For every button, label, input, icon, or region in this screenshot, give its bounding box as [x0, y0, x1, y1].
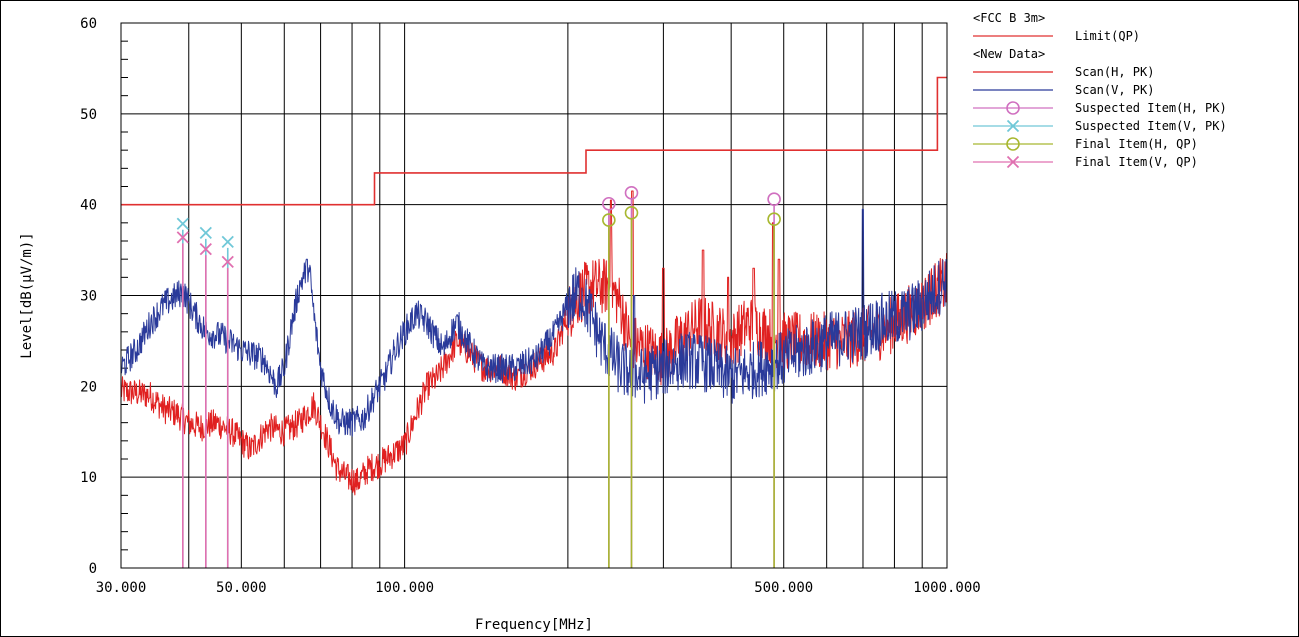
- legend-label: Final Item(H, QP): [1075, 137, 1198, 151]
- x-marker: [199, 226, 212, 239]
- x-tick-labels: 30.000 50.000 100.000 500.000 1000.000: [96, 580, 981, 596]
- circle-marker: [624, 206, 639, 220]
- legend-label: Scan(H, PK): [1075, 65, 1154, 79]
- y-tick-label: 20: [80, 379, 97, 395]
- circle-marker: [602, 196, 616, 211]
- markers-final-item-v-qp: [176, 231, 234, 568]
- y-tick-label: 60: [80, 16, 97, 32]
- legend-label: Suspected Item(V, PK): [1075, 119, 1227, 133]
- series-layer: [120, 76, 948, 568]
- x-marker: [221, 255, 234, 269]
- y-tick-labels: 0 10 20 30 40 50 60: [80, 16, 97, 577]
- x-axis-title: Frequency[MHz]: [475, 617, 593, 633]
- x-tick-label: 1000.000: [913, 580, 980, 596]
- circle-marker: [602, 213, 616, 227]
- legend-circle-marker: [1006, 137, 1020, 151]
- markers-final-item-h-qp: [602, 206, 781, 568]
- legend-label: Scan(V, PK): [1075, 83, 1154, 97]
- grid-lines: [121, 22, 947, 569]
- legend-label: Suspected Item(H, PK): [1075, 101, 1227, 115]
- legend-header: <New Data>: [973, 47, 1045, 61]
- x-marker: [199, 243, 212, 256]
- y-tick-label: 50: [80, 107, 97, 123]
- legend-label: Limit(QP): [1075, 29, 1140, 43]
- circle-marker: [767, 212, 781, 226]
- y-tick-label: 0: [89, 561, 97, 577]
- legend-x-marker: [1006, 119, 1020, 133]
- plot-border: [120, 22, 948, 569]
- limit-line-qp: [121, 76, 947, 206]
- x-marker: [176, 217, 189, 230]
- x-marker: [221, 235, 234, 249]
- x-marker: [176, 231, 189, 244]
- x-tick-label: 100.000: [375, 580, 434, 596]
- legend-label: Final Item(V, QP): [1075, 155, 1198, 169]
- y-tick-label: 10: [80, 470, 97, 486]
- series-scan-v-pk: [120, 208, 948, 437]
- legend-x-marker: [1006, 155, 1020, 169]
- circle-marker: [624, 186, 639, 200]
- x-tick-label: 50.000: [216, 580, 267, 596]
- y-tick-label: 40: [80, 198, 97, 214]
- x-tick-label: 500.000: [754, 580, 813, 596]
- x-tick-label: 30.000: [96, 580, 147, 596]
- legend-circle-marker: [1006, 101, 1020, 115]
- y-tick-label: 30: [80, 289, 97, 305]
- legend: <FCC B 3m> Limit(QP) <New Data> Scan(H, PK)…: [973, 11, 1227, 169]
- y-axis-title: Level[dB(µV/m)]: [19, 232, 35, 358]
- circle-marker: [767, 192, 781, 207]
- legend-header: <FCC B 3m>: [973, 11, 1045, 25]
